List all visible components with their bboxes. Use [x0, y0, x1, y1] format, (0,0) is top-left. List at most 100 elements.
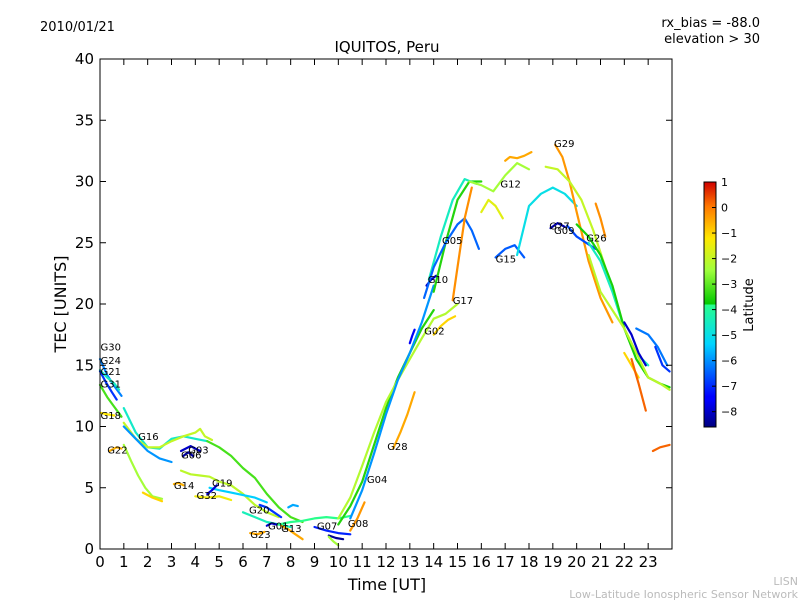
annotation-g12: G12	[500, 180, 520, 191]
colorbar-tick-label: 1	[721, 176, 728, 189]
series-line-g04	[337, 309, 435, 526]
annotation-g01: G01	[268, 521, 288, 532]
x-tick-label-7: 7	[262, 553, 272, 571]
colorbar-tick-label: −6	[721, 355, 737, 368]
annotation-g24: G24	[101, 356, 121, 367]
footer-lisn: LISN	[773, 575, 798, 588]
colorbar-tick-label: −5	[721, 329, 737, 342]
annotation-g05: G05	[442, 236, 462, 247]
series-line-g16	[122, 407, 209, 450]
series-line-gab	[635, 327, 669, 367]
chart-title: IQUITOS, Peru	[334, 38, 439, 56]
annotation-g28: G28	[387, 442, 407, 453]
series-line-g28	[392, 391, 416, 450]
series-line-gk	[327, 534, 345, 541]
series-line-gc	[122, 443, 164, 500]
series-line-gb	[122, 425, 173, 464]
footer-network: Low-Latitude Ionospheric Sensor Network	[569, 588, 798, 600]
series-line-gac	[654, 345, 671, 373]
series-line-gad	[651, 443, 671, 453]
series-line-g31	[98, 383, 123, 418]
annotation-g10: G10	[428, 275, 448, 286]
y-tick-label-15: 15	[75, 356, 94, 374]
annotation-g16: G16	[138, 432, 158, 443]
series-line-gg	[206, 484, 218, 495]
annotation-g30: G30	[101, 343, 121, 354]
series-line-ge	[206, 440, 304, 524]
series-line-g14	[172, 481, 185, 487]
series-line-gd	[141, 491, 164, 503]
y-tick-label-20: 20	[75, 295, 94, 313]
series-line-g03	[179, 445, 202, 453]
annotation-g17: G17	[453, 296, 473, 307]
series-line-gl	[327, 535, 340, 547]
x-tick-label-6: 6	[238, 553, 248, 571]
series-line-gq	[423, 217, 480, 299]
x-tick-label-2: 2	[143, 553, 153, 571]
series-line-g12	[504, 151, 533, 162]
x-tick-label-3: 3	[167, 553, 177, 571]
series-line-gv	[575, 223, 671, 389]
x-tick-label-0: 0	[95, 553, 105, 571]
series-line-gn	[349, 284, 435, 520]
annotation-g08: G08	[348, 519, 368, 530]
y-tick-label-5: 5	[84, 479, 94, 497]
x-tick-label-1: 1	[119, 553, 129, 571]
x-tick-label-20: 20	[567, 553, 586, 571]
series-line-g18	[100, 411, 116, 417]
x-tick-label-13: 13	[400, 553, 419, 571]
annotation-g22: G22	[107, 445, 127, 456]
annotation-g21: G21	[101, 367, 121, 378]
colorbar	[703, 181, 717, 428]
series-line-g01	[265, 522, 278, 527]
series-line-g19	[208, 486, 268, 504]
series-line-g07	[313, 525, 352, 536]
y-tick-label-10: 10	[75, 418, 94, 436]
x-axis-label: Time [UT]	[347, 575, 426, 594]
series-line-gw	[587, 253, 671, 391]
colorbar-tick-label: 0	[721, 202, 728, 215]
x-tick-label-12: 12	[376, 553, 395, 571]
series-line-gaa	[623, 321, 647, 367]
series-line-gj	[287, 503, 299, 509]
plot-frame	[99, 58, 673, 550]
series-line-g17	[451, 186, 473, 302]
y-tick-label-0: 0	[84, 540, 94, 558]
x-tick-label-4: 4	[191, 553, 201, 571]
x-tick-label-9: 9	[310, 553, 320, 571]
x-tick-label-18: 18	[519, 553, 538, 571]
rx-bias-label: rx_bias = -88.0	[661, 16, 760, 31]
annotation-g32: G32	[197, 491, 217, 502]
series-line-g27	[549, 222, 566, 230]
series-layer	[98, 143, 671, 547]
annotation-g23: G23	[250, 530, 270, 541]
colorbar-tick-label: −4	[721, 304, 737, 317]
series-line-gi	[280, 524, 304, 541]
series-line-g22	[108, 446, 123, 453]
colorbar-label: Latitude	[742, 278, 757, 332]
series-line-g23	[249, 530, 266, 536]
colorbar-tick-label: −8	[721, 406, 737, 419]
annotation-g15: G15	[496, 254, 516, 265]
y-tick-label-40: 40	[75, 50, 94, 68]
colorbar-ticks: 1 0 −1 −2 −3 −4 −5 −6 −7 −8	[712, 176, 737, 419]
series-line-gu	[544, 165, 607, 269]
annotation-g29: G29	[554, 139, 574, 150]
annotation-g09: G09	[554, 226, 574, 237]
y-tick-label-30: 30	[75, 173, 94, 191]
annotation-g06: G06	[181, 450, 201, 461]
annotation-g20: G20	[249, 506, 269, 517]
annotation-g27: G27	[549, 221, 569, 232]
series-line-g29	[554, 143, 614, 324]
x-tick-label-5: 5	[214, 553, 224, 571]
elevation-label: elevation > 30	[664, 32, 760, 47]
colorbar-tick-label: −3	[721, 278, 737, 291]
series-line-gf	[179, 469, 280, 519]
axis-ticks: 0 1 2 3 4 5 6 7 8 9 10 11 12 13 14 15 16 17 18 19 20 21 22 2305…	[75, 50, 672, 571]
y-tick-label-25: 25	[75, 234, 94, 252]
annotation-g14: G14	[174, 481, 194, 492]
series-line-g32	[194, 495, 233, 502]
